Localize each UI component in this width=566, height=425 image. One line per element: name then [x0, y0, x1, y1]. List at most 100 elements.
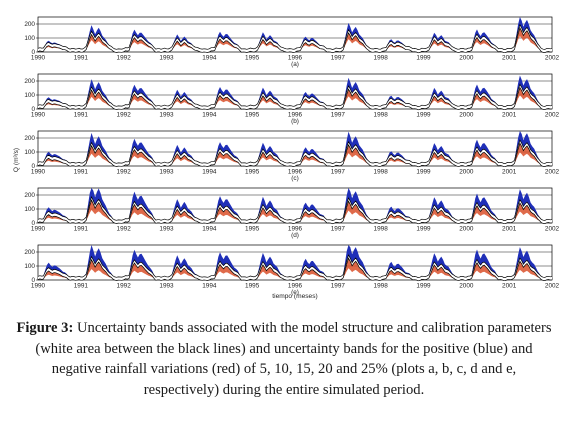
x-axis-label: tiempo (meses) [272, 293, 317, 300]
negative-rainfall-band [38, 142, 552, 167]
y-axis-label: Q (m³/s) [13, 148, 20, 172]
x-tick-label: 1994 [202, 226, 217, 233]
x-tick-label: 1999 [416, 283, 431, 290]
x-tick-label: 2001 [502, 226, 517, 233]
subplot-label: (b) [291, 118, 299, 125]
x-tick-label: 1996 [288, 55, 303, 62]
y-tick-label: 100 [24, 263, 35, 270]
hydrograph-figure: 0 100 200 1990 1991 1992 1993 1994 1995 1996 1997 1… [13, 16, 560, 300]
x-tick-label: 1992 [117, 226, 132, 233]
y-tick-label: 200 [24, 192, 35, 199]
subplot-label: (d) [291, 232, 299, 239]
x-tick-label: 1994 [202, 283, 217, 290]
x-tick-label: 1997 [331, 226, 346, 233]
negative-rainfall-band [38, 257, 552, 281]
y-tick-label: 200 [24, 135, 35, 142]
model-upper-bound-line [37, 83, 553, 107]
subplot-d: 0 100 200 1990 1991 1992 1993 1994 1995 1996 1997 1… [24, 187, 560, 239]
model-lower-bound-line [37, 257, 553, 282]
x-tick-label: 2001 [502, 55, 517, 62]
x-tick-label: 1992 [117, 55, 132, 62]
x-tick-label: 1990 [31, 55, 46, 62]
x-tick-label: 1993 [159, 55, 174, 62]
plot-frame [37, 130, 553, 167]
subplot-a: 0 100 200 1990 1991 1992 1993 1994 1995 1996 1997 1… [24, 16, 560, 68]
model-uncertainty-band [38, 255, 552, 281]
x-tick-label: 1992 [117, 112, 132, 119]
x-tick-label: 2001 [502, 169, 517, 176]
x-tick-label: 1997 [331, 169, 346, 176]
x-tick-label: 1993 [159, 169, 174, 176]
x-tick-label: 1991 [74, 55, 89, 62]
caption-text: Uncertainty bands associated with the mo… [35, 320, 552, 398]
x-tick-label: 1990 [31, 112, 46, 119]
x-tick-label: 1998 [374, 226, 389, 233]
x-tick-label: 1998 [374, 169, 389, 176]
positive-rainfall-band [38, 131, 552, 166]
plot-frame [37, 187, 553, 224]
x-tick-label: 1993 [159, 112, 174, 119]
y-tick-label: 100 [24, 35, 35, 42]
y-tick-label: 200 [24, 78, 35, 85]
x-tick-label: 1996 [288, 226, 303, 233]
x-tick-label: 2000 [459, 226, 474, 233]
x-tick-label: 2002 [545, 112, 560, 119]
model-uncertainty-band [38, 24, 552, 53]
y-tick-label: 0 [31, 220, 35, 227]
y-tick-label: 100 [24, 92, 35, 99]
x-tick-label: 1994 [202, 55, 217, 62]
y-tick-label: 100 [24, 206, 35, 213]
model-lower-bound-line [37, 199, 553, 225]
subplot-c: 0 100 200 1990 1991 1992 1993 1994 1995 1996 1997 1… [24, 130, 560, 182]
model-lower-bound-line [37, 142, 553, 168]
model-uncertainty-band [38, 196, 552, 224]
x-tick-label: 1990 [31, 226, 46, 233]
x-tick-label: 1993 [159, 283, 174, 290]
x-tick-label: 1999 [416, 112, 431, 119]
x-tick-label: 1998 [374, 283, 389, 290]
x-tick-label: 1998 [374, 55, 389, 62]
model-uncertainty-band [38, 84, 552, 110]
x-tick-label: 1996 [288, 112, 303, 119]
negative-rainfall-band [38, 199, 552, 224]
x-tick-label: 1999 [416, 55, 431, 62]
y-tick-label: 0 [31, 163, 35, 170]
x-tick-label: 1996 [288, 283, 303, 290]
x-tick-label: 2000 [459, 283, 474, 290]
x-tick-label: 1998 [374, 112, 389, 119]
x-tick-label: 1994 [202, 112, 217, 119]
x-tick-label: 1999 [416, 226, 431, 233]
y-tick-label: 0 [31, 277, 35, 284]
x-tick-label: 2002 [545, 55, 560, 62]
x-tick-label: 1991 [74, 112, 89, 119]
model-upper-bound-line [37, 139, 553, 164]
x-tick-label: 1995 [245, 55, 260, 62]
subplot-b: 0 100 200 1990 1991 1992 1993 1994 1995 1996 1997 1… [24, 73, 560, 125]
x-tick-label: 1992 [117, 169, 132, 176]
x-tick-label: 1995 [245, 226, 260, 233]
subplot-label: (a) [291, 61, 299, 68]
positive-rainfall-band [38, 75, 552, 109]
model-lower-bound-line [37, 26, 553, 54]
y-tick-label: 200 [24, 21, 35, 28]
model-upper-bound-line [37, 254, 553, 278]
x-tick-label: 1990 [31, 283, 46, 290]
x-tick-label: 2002 [545, 169, 560, 176]
model-upper-bound-line [37, 195, 553, 221]
y-tick-label: 200 [24, 249, 35, 256]
subplot-label: (e) [291, 289, 299, 296]
x-tick-label: 1992 [117, 283, 132, 290]
y-tick-label: 0 [31, 106, 35, 113]
x-tick-label: 2002 [545, 226, 560, 233]
model-uncertainty-band [38, 140, 552, 167]
x-tick-label: 2000 [459, 55, 474, 62]
x-tick-label: 1991 [74, 283, 89, 290]
x-tick-label: 1995 [245, 169, 260, 176]
positive-rainfall-band [38, 17, 552, 52]
x-tick-label: 1997 [331, 55, 346, 62]
x-tick-label: 1990 [31, 169, 46, 176]
subplot-label: (c) [291, 175, 298, 182]
x-tick-label: 1995 [245, 112, 260, 119]
x-tick-label: 2002 [545, 283, 560, 290]
x-tick-label: 2001 [502, 112, 517, 119]
